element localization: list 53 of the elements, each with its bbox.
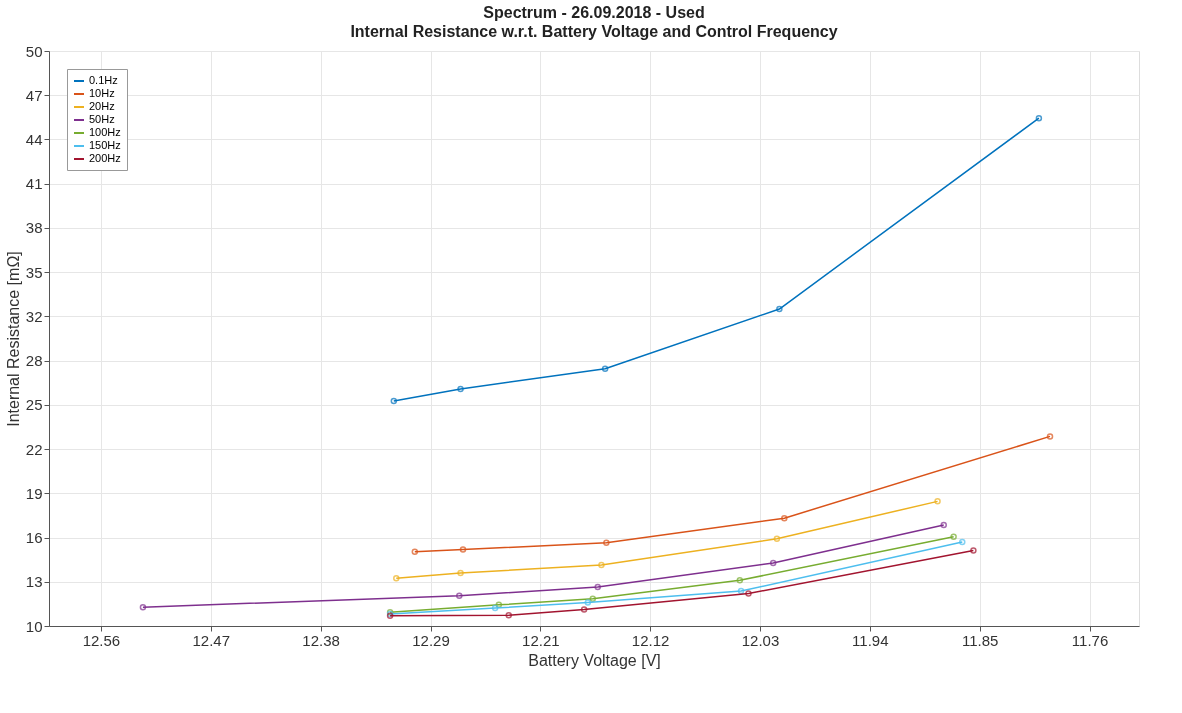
y-axis-title: Internal Resistance [mΩ] — [4, 251, 22, 427]
y-tick-label: 16 — [25, 529, 43, 547]
y-tick-label: 35 — [25, 263, 43, 281]
point — [776, 305, 783, 313]
y-tick-label: 25 — [25, 396, 43, 414]
y-tick-label: 50 — [25, 42, 43, 60]
point — [773, 535, 781, 542]
legend-label: 200Hz — [89, 152, 121, 164]
y-tick-label: 38 — [25, 219, 43, 237]
legend-label: 150Hz — [89, 139, 121, 151]
y-tick-label: 44 — [25, 130, 43, 148]
y-tick-label: 22 — [25, 440, 43, 458]
point — [781, 514, 788, 522]
point — [457, 569, 464, 577]
point — [456, 592, 463, 599]
y-tick-label: 28 — [25, 352, 43, 370]
x-tick-label: 12.38 — [302, 631, 340, 649]
chart-title: Spectrum - 26.09.2018 - Used — [483, 4, 705, 21]
legend-label: 0.1Hz — [89, 74, 118, 86]
point — [736, 577, 744, 584]
x-tick-label: 12.47 — [192, 631, 231, 649]
point — [459, 546, 467, 553]
legend-label: 100Hz — [89, 126, 121, 138]
point — [603, 539, 610, 547]
point — [594, 583, 601, 591]
legend-label: 20Hz — [89, 100, 115, 112]
x-tick-label: 11.85 — [961, 631, 999, 649]
x-tick-label: 11.76 — [1071, 631, 1109, 649]
point — [491, 604, 499, 612]
y-tick-label: 19 — [25, 484, 43, 502]
point — [505, 611, 512, 619]
y-tick-label: 32 — [25, 307, 43, 325]
x-tick-label: 12.56 — [82, 631, 121, 649]
x-axis-title: Battery Voltage [V] — [528, 651, 661, 669]
point — [769, 559, 777, 567]
point — [457, 385, 464, 393]
point — [598, 561, 605, 569]
legend-label: 50Hz — [89, 113, 115, 125]
x-tick-label: 12.03 — [741, 631, 780, 649]
x-tick-label: 11.94 — [852, 631, 889, 649]
chart-subtitle: Internal Resistance w.r.t. Battery Voltage and Control Frequency — [350, 23, 838, 40]
x-tick-label: 12.12 — [631, 631, 670, 649]
point — [580, 606, 588, 613]
y-tick-label: 10 — [25, 617, 43, 635]
x-tick-label: 12.29 — [412, 631, 450, 649]
x-tick-label: 12.21 — [522, 631, 560, 649]
point — [584, 599, 592, 606]
legend-label: 10Hz — [89, 87, 115, 99]
y-tick-label: 47 — [25, 86, 43, 104]
y-tick-label: 13 — [25, 573, 43, 591]
point — [601, 365, 609, 372]
y-tick-label: 41 — [25, 175, 43, 193]
point — [745, 590, 752, 597]
